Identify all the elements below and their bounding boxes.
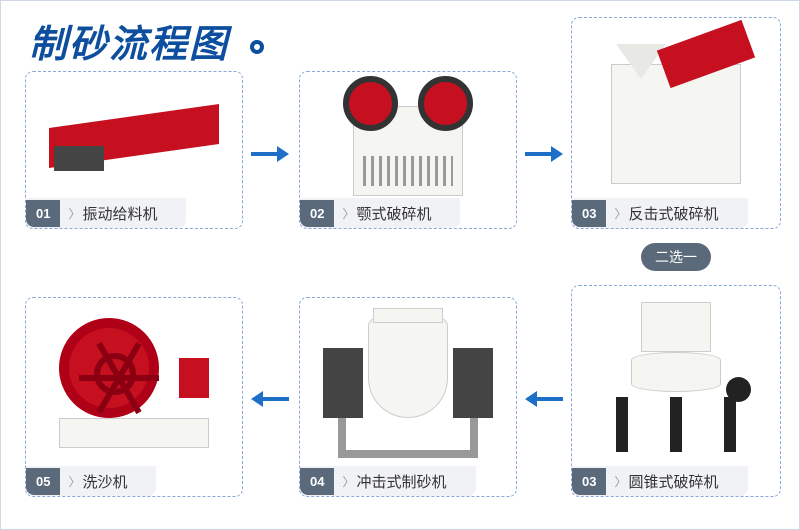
sand-maker-illustration: [300, 298, 516, 468]
chevron-icon: 〉: [68, 473, 80, 490]
step-number-badge: 05: [26, 468, 60, 495]
step-card-03b: 03 〉 圆锥式破碎机: [571, 285, 781, 497]
choice-badge: 二选一: [641, 243, 711, 271]
flow-arrow-icon: [251, 391, 289, 407]
impact-crusher-illustration: [572, 18, 780, 200]
step-card-01: 01 〉 振动给料机: [25, 71, 243, 229]
chevron-icon: 〉: [342, 205, 354, 222]
step-label: 振动给料机: [82, 203, 169, 224]
step-label: 冲击式制砂机: [356, 471, 458, 492]
chevron-icon: 〉: [342, 473, 354, 490]
step-label: 颚式破碎机: [356, 203, 443, 224]
chevron-icon: 〉: [614, 205, 626, 222]
step-label-bar: 04 〉 冲击式制砂机: [300, 466, 476, 496]
step-number-badge: 04: [300, 468, 334, 495]
step-number-badge: 01: [26, 200, 60, 227]
feeder-illustration: [26, 72, 242, 200]
step-label-bar: 03 〉 反击式破碎机: [572, 198, 748, 228]
step-card-02: 02 〉 颚式破碎机: [299, 71, 517, 229]
step-number-badge: 03: [572, 200, 606, 227]
step-label: 反击式破碎机: [628, 203, 730, 224]
jaw-crusher-illustration: [300, 72, 516, 200]
chevron-icon: 〉: [68, 205, 80, 222]
step-number-badge: 03: [572, 468, 606, 495]
step-label-bar: 03 〉 圆锥式破碎机: [572, 466, 748, 496]
flow-arrow-icon: [251, 146, 289, 162]
cone-crusher-illustration: [572, 286, 780, 468]
title-bullet-icon: [250, 40, 264, 54]
step-label-bar: 05 〉 洗沙机: [26, 466, 156, 496]
step-card-05: 05 〉 洗沙机: [25, 297, 243, 497]
step-label-bar: 01 〉 振动给料机: [26, 198, 186, 228]
step-label-bar: 02 〉 颚式破碎机: [300, 198, 460, 228]
step-label: 圆锥式破碎机: [628, 471, 730, 492]
step-card-03a: 03 〉 反击式破碎机: [571, 17, 781, 229]
chevron-icon: 〉: [614, 473, 626, 490]
title-text: 制砂流程图: [29, 24, 229, 66]
sand-washer-illustration: [26, 298, 242, 468]
flow-arrow-icon: [525, 146, 563, 162]
step-number-badge: 02: [300, 200, 334, 227]
diagram-title: 制砂流程图: [29, 13, 264, 68]
step-label: 洗沙机: [82, 471, 139, 492]
step-card-04: 04 〉 冲击式制砂机: [299, 297, 517, 497]
flow-arrow-icon: [525, 391, 563, 407]
flowchart-container: 制砂流程图 01 〉 振动给料机 02 〉 颚式破碎机 03 〉 反击: [0, 0, 800, 530]
